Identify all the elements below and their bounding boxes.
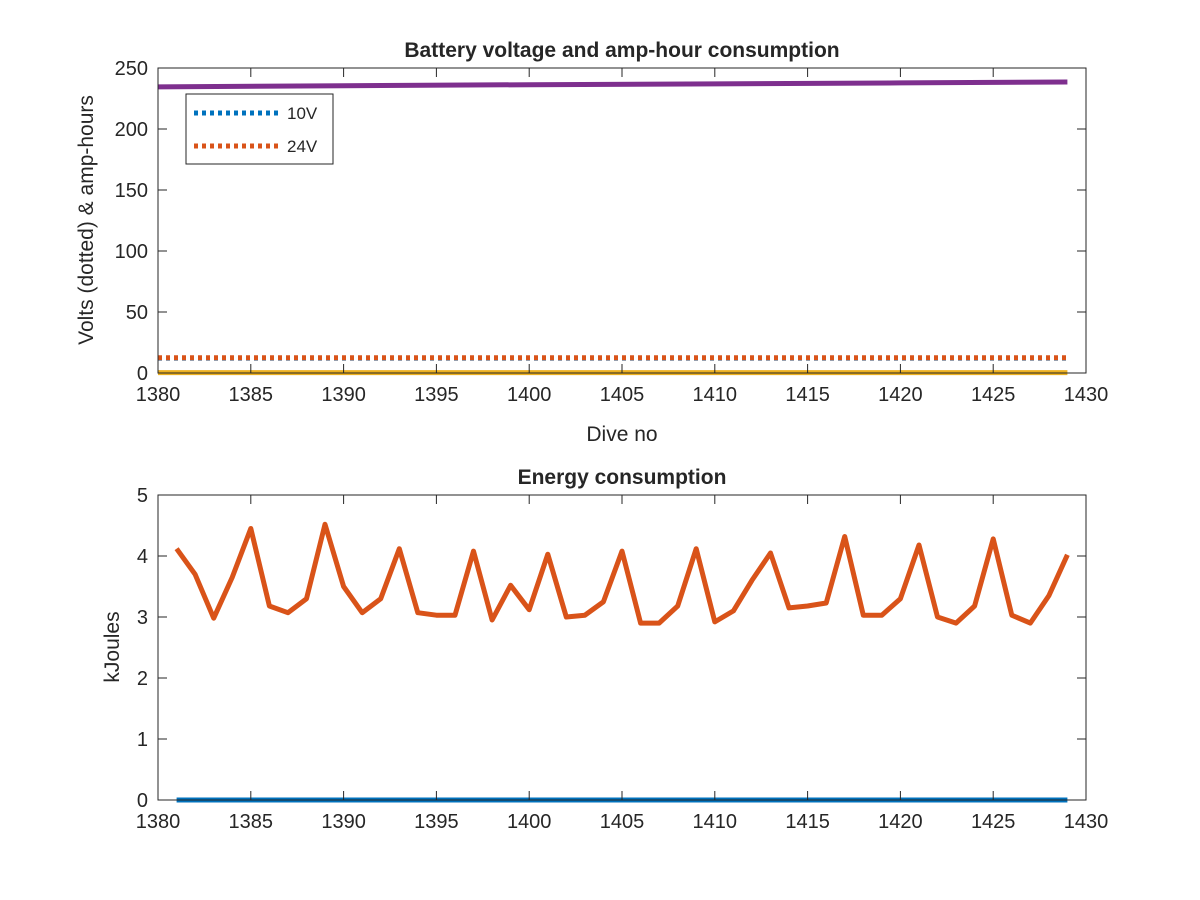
energy-chart-xtick-label: 1405 (600, 811, 645, 833)
legend-label-10v: 10V (287, 104, 318, 123)
voltage-chart-ytick-label: 100 (115, 241, 148, 263)
voltage-chart-xtick-label: 1380 (136, 384, 181, 406)
voltage-chart-ylabel: Volts (dotted) & amp-hours (75, 95, 98, 345)
voltage-chart-xtick-label: 1415 (785, 384, 830, 406)
energy-chart-xtick-label: 1430 (1064, 811, 1109, 833)
energy-chart-ytick-label: 2 (137, 668, 148, 690)
energy-chart-title: Energy consumption (518, 466, 727, 489)
voltage-chart-ytick-label: 250 (115, 58, 148, 80)
legend-box (185, 93, 334, 165)
voltage-chart-xtick-label: 1420 (878, 384, 923, 406)
voltage-chart-series-3-line (157, 79, 1068, 90)
energy-chart-xtick-label: 1425 (971, 811, 1016, 833)
energy-chart-ytick-label: 4 (137, 546, 148, 568)
energy-chart-xtick-label: 1385 (229, 811, 274, 833)
energy-chart-ticks: 1380 1385 1390 1395 1400 1405 1410 1415 1420 1425… (136, 485, 1109, 833)
voltage-chart-ticks: 1380 1385 1390 1395 1400 1405 1410 1415 1420 1425… (115, 58, 1109, 406)
voltage-chart: 1380 1385 1390 1395 1400 1405 1410 1415 1420 1425… (75, 39, 1108, 446)
energy-chart-series-1-line (174, 521, 1070, 626)
legend: 10V 24V (185, 93, 334, 165)
voltage-chart-ytick-label: 200 (115, 119, 148, 141)
energy-chart-xtick-label: 1415 (785, 811, 830, 833)
voltage-chart-xtick-label: 1390 (321, 384, 366, 406)
voltage-chart-xlabel: Dive no (586, 423, 657, 446)
voltage-chart-xtick-label: 1405 (600, 384, 645, 406)
voltage-chart-xtick-label: 1385 (229, 384, 274, 406)
energy-chart-ytick-label: 1 (137, 729, 148, 751)
voltage-chart-ytick-label: 0 (137, 363, 148, 385)
voltage-chart-xtick-label: 1425 (971, 384, 1016, 406)
energy-chart-ytick-label: 5 (137, 485, 148, 507)
energy-chart-xtick-label: 1390 (321, 811, 366, 833)
energy-chart: 1380 1385 1390 1395 1400 1405 1410 1415 1420 1425… (101, 466, 1108, 833)
energy-chart-xtick-label: 1395 (414, 811, 459, 833)
voltage-chart-xtick-label: 1410 (693, 384, 738, 406)
voltage-chart-xtick-label: 1400 (507, 384, 552, 406)
energy-chart-ytick-label: 0 (137, 790, 148, 812)
energy-chart-ylabel: kJoules (101, 611, 124, 682)
voltage-chart-ytick-label: 150 (115, 180, 148, 202)
energy-chart-xtick-label: 1420 (878, 811, 923, 833)
voltage-chart-ytick-label: 50 (126, 302, 148, 324)
energy-chart-xtick-label: 1380 (136, 811, 181, 833)
voltage-chart-xtick-label: 1395 (414, 384, 459, 406)
energy-chart-ytick-label: 3 (137, 607, 148, 629)
legend-label-24v: 24V (287, 137, 318, 156)
energy-chart-xtick-label: 1410 (693, 811, 738, 833)
energy-chart-xtick-label: 1400 (507, 811, 552, 833)
voltage-chart-xtick-label: 1430 (1064, 384, 1109, 406)
voltage-chart-title: Battery voltage and amp-hour consumption (404, 39, 839, 62)
